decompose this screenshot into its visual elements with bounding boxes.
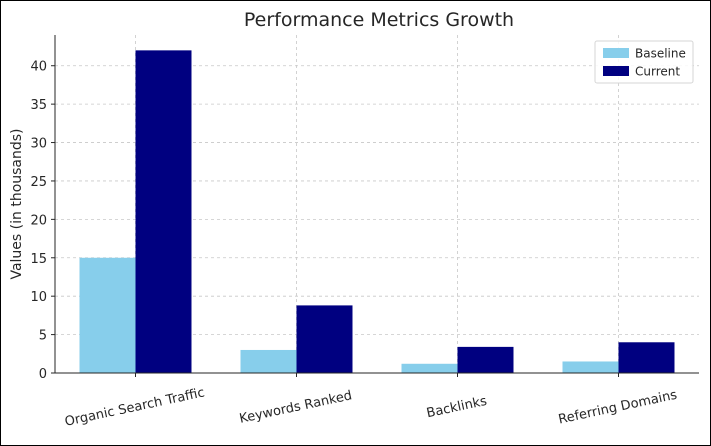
bar-current-backlinks xyxy=(457,346,514,373)
bar-baseline-keywords-ranked xyxy=(240,349,297,373)
legend-label-baseline: Baseline xyxy=(635,47,686,61)
bar-baseline-organic-search-traffic xyxy=(79,257,136,373)
x-ticks: Organic Search Traffic Keywords Ranked Bac… xyxy=(63,373,679,430)
bar-baseline-referring-domains xyxy=(562,361,619,373)
x-tick-label: Referring Domains xyxy=(557,388,679,428)
legend-swatch-baseline xyxy=(603,48,629,58)
axes xyxy=(54,35,699,374)
y-tick-label: 0 xyxy=(39,367,47,382)
bar-current-keywords-ranked xyxy=(296,305,353,373)
bar-current-organic-search-traffic xyxy=(135,50,192,373)
y-axis-label: Values (in thousands) xyxy=(9,128,25,279)
bars xyxy=(79,50,675,373)
x-tick-label: Keywords Ranked xyxy=(238,388,353,427)
bar-baseline-backlinks xyxy=(401,363,458,373)
y-tick-label: 40 xyxy=(30,60,47,75)
y-tick-label: 25 xyxy=(30,175,47,190)
legend-swatch-current xyxy=(603,66,629,76)
grid-lines xyxy=(55,35,699,374)
y-tick-label: 30 xyxy=(30,137,47,152)
legend: Baseline Current xyxy=(594,40,694,84)
bar-current-referring-domains xyxy=(618,342,675,373)
y-tick-label: 5 xyxy=(39,329,47,344)
chart-title: Performance Metrics Growth xyxy=(244,9,514,31)
y-tick-label: 35 xyxy=(30,98,47,113)
y-ticks: 0 5 10 15 20 25 30 35 40 xyxy=(30,60,55,382)
x-tick-label: Backlinks xyxy=(425,394,488,421)
y-tick-label: 15 xyxy=(30,252,47,267)
x-tick-label: Organic Search Traffic xyxy=(63,385,206,429)
y-tick-label: 10 xyxy=(30,290,47,305)
y-tick-label: 20 xyxy=(30,213,47,228)
legend-label-current: Current xyxy=(635,65,680,79)
